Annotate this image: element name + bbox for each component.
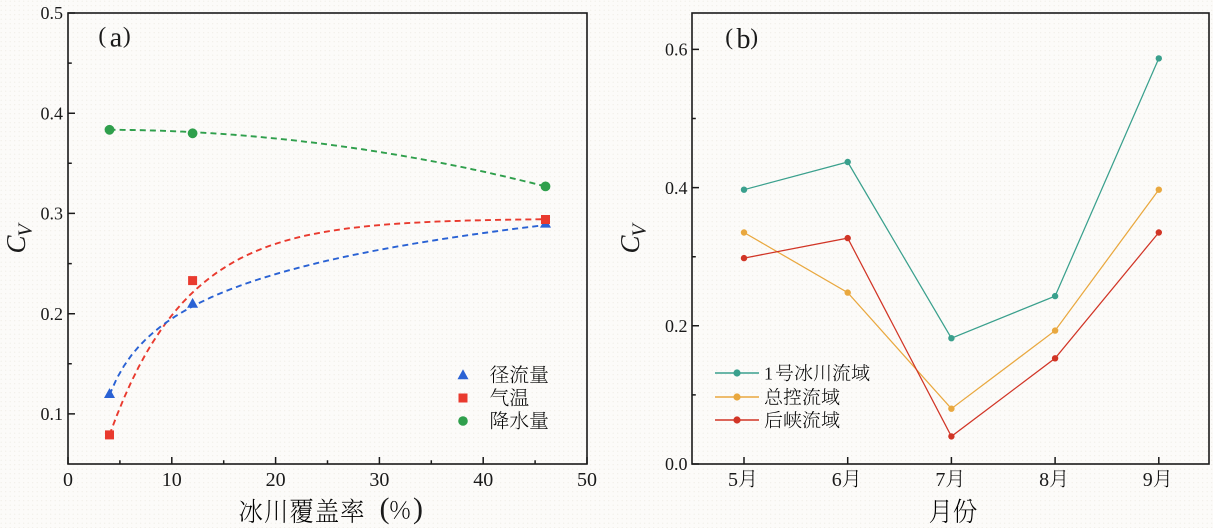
svg-text:20: 20 (266, 469, 286, 491)
svg-text:V: V (15, 222, 37, 237)
svg-text:(: ( (725, 24, 733, 50)
svg-text:(: ( (380, 492, 390, 525)
svg-text:0.0: 0.0 (665, 454, 688, 474)
svg-text:0.4: 0.4 (41, 103, 64, 123)
svg-text:(: ( (98, 23, 106, 49)
svg-text:C: C (1, 235, 31, 254)
svg-text:5: 5 (728, 469, 738, 491)
svg-text:6: 6 (832, 469, 842, 491)
svg-text:0.2: 0.2 (665, 316, 688, 336)
svg-text:7: 7 (935, 469, 945, 491)
svg-text:40: 40 (473, 469, 493, 491)
svg-text:50: 50 (577, 469, 597, 491)
svg-text:0.3: 0.3 (41, 204, 64, 224)
svg-text:0.5: 0.5 (41, 3, 64, 23)
svg-text:1: 1 (764, 364, 773, 384)
svg-text:a: a (110, 23, 123, 54)
svg-text:0.4: 0.4 (665, 178, 688, 198)
svg-text:8: 8 (1039, 469, 1049, 491)
svg-text:0.2: 0.2 (41, 304, 64, 324)
svg-text:0.6: 0.6 (665, 40, 688, 60)
svg-text:C: C (615, 235, 645, 254)
svg-text:): ) (123, 23, 131, 49)
svg-text:): ) (413, 492, 423, 525)
svg-text:): ) (750, 24, 758, 50)
svg-text:0: 0 (63, 469, 73, 491)
svg-text:V: V (629, 222, 651, 237)
svg-text:9: 9 (1143, 469, 1153, 491)
svg-text:0.1: 0.1 (41, 404, 64, 424)
svg-text:b: b (737, 24, 751, 55)
svg-text:10: 10 (162, 469, 182, 491)
svg-text:30: 30 (369, 469, 389, 491)
